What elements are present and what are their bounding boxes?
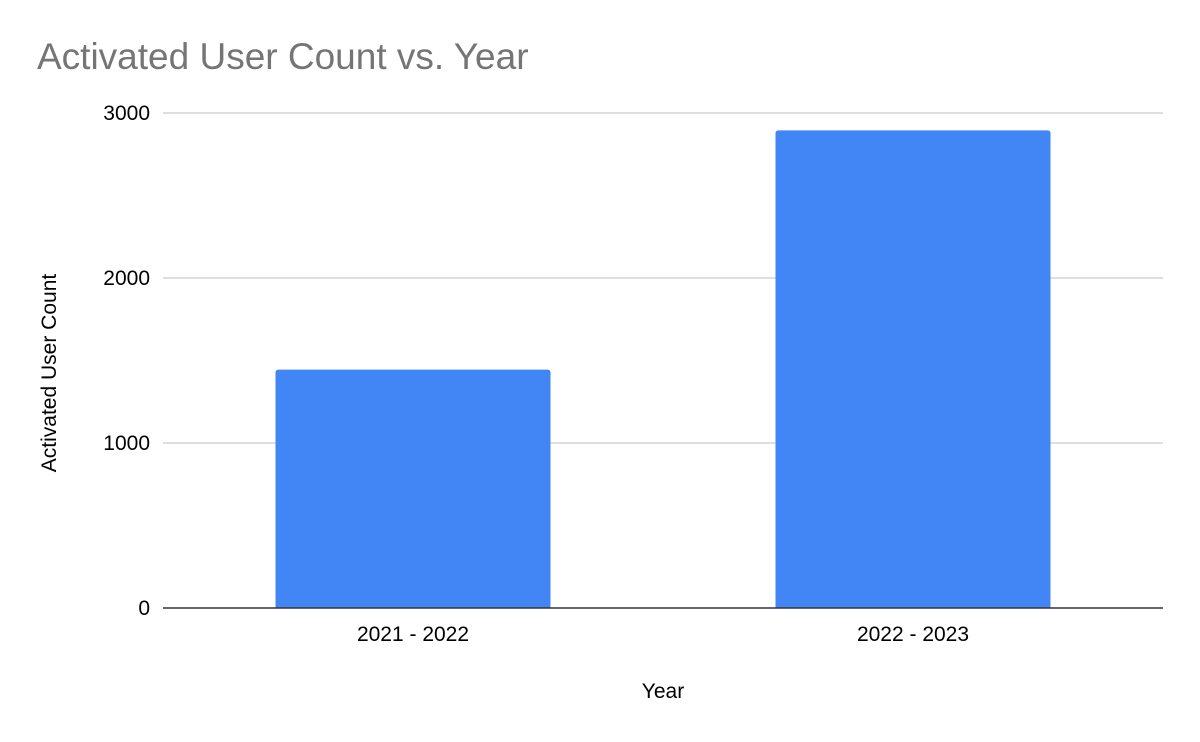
y-tick-label: 0 xyxy=(138,597,150,620)
bars xyxy=(275,130,1051,608)
x-axis-ticks: 2021 - 2022 2022 - 2023 xyxy=(357,623,969,646)
y-tick-label: 2000 xyxy=(103,267,150,290)
y-tick-label: 1000 xyxy=(103,432,150,455)
y-axis-label: Activated User Count xyxy=(38,274,61,473)
y-tick-label: 3000 xyxy=(103,102,150,125)
chart-title: Activated User Count vs. Year xyxy=(37,36,529,77)
x-tick-label: 2021 - 2022 xyxy=(357,623,469,646)
bar-2 xyxy=(775,130,1051,608)
bar-1 xyxy=(275,369,551,608)
x-tick-label: 2022 - 2023 xyxy=(857,623,969,646)
x-axis-label: Year xyxy=(642,680,684,703)
y-axis-ticks: 0 1000 2000 3000 xyxy=(103,102,150,620)
